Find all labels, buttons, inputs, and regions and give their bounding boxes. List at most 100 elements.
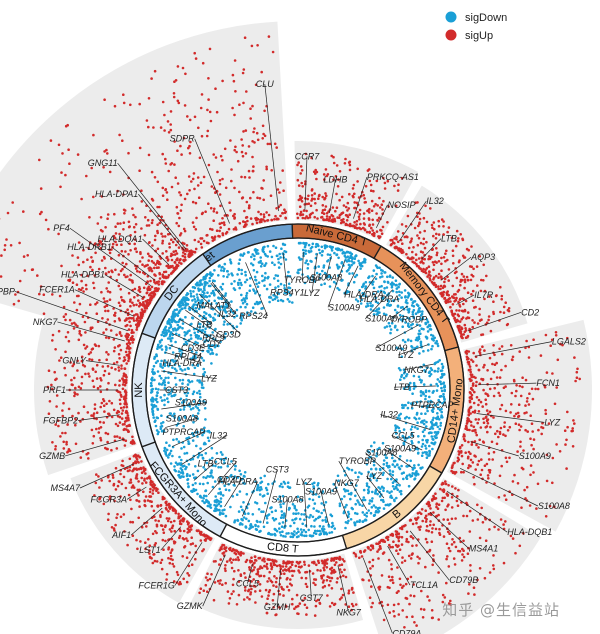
point-sigup [323, 178, 326, 181]
point-sigup [99, 405, 102, 409]
point-sigup [259, 212, 263, 216]
point-sigdown [407, 484, 411, 488]
point-sigup [477, 446, 480, 449]
point-sigdown [404, 403, 407, 407]
point-sigup [380, 600, 384, 604]
point-sigdown [427, 371, 431, 375]
point-sigup [307, 564, 311, 567]
point-sigdown [362, 496, 366, 499]
point-sigdown [177, 470, 181, 473]
point-sigup [312, 581, 315, 585]
point-sigup [145, 119, 149, 122]
point-sigup [508, 425, 512, 429]
point-sigdown [402, 368, 406, 372]
point-sigup [40, 210, 43, 214]
point-sigup [136, 460, 139, 464]
point-sigdown [245, 492, 249, 496]
point-sigup [62, 440, 65, 444]
point-sigup [76, 369, 79, 372]
point-sigup [315, 170, 319, 174]
point-sigup [64, 173, 67, 177]
point-sigup [202, 175, 206, 179]
point-sigdown [352, 261, 356, 264]
point-sigup [398, 577, 402, 581]
point-sigup [462, 275, 466, 278]
point-sigdown [428, 450, 432, 453]
point-sigdown [239, 316, 243, 319]
point-sigup [171, 264, 174, 268]
point-sigup [469, 395, 473, 399]
point-sigup [157, 519, 160, 523]
point-sigup [509, 411, 512, 414]
point-sigdown [420, 312, 424, 316]
point-sigup [137, 480, 140, 483]
point-sigup [215, 229, 219, 232]
point-sigdown [380, 272, 383, 275]
point-sigdown [235, 493, 239, 497]
point-sigdown [410, 425, 414, 429]
point-sigup [435, 505, 438, 509]
point-sigdown [411, 402, 415, 405]
point-sigup [492, 450, 496, 454]
point-sigdown [347, 510, 350, 514]
point-sigup [102, 421, 105, 424]
point-sigdown [400, 291, 404, 294]
point-sigup [387, 558, 391, 562]
point-sigup [343, 162, 347, 165]
point-sigdown [322, 266, 326, 269]
point-sigdown [283, 287, 286, 290]
point-sigdown [421, 442, 425, 446]
point-sigup [253, 566, 256, 569]
point-sigup [518, 384, 522, 388]
point-sigdown [250, 255, 253, 259]
point-sigup [332, 155, 335, 159]
point-sigup [219, 558, 222, 561]
point-sigup [321, 581, 325, 584]
point-sigup [177, 224, 181, 228]
point-sigdown [247, 313, 251, 317]
point-sigup [138, 146, 142, 150]
point-sigup [64, 318, 67, 322]
point-sigup [262, 213, 266, 216]
point-sigdown [431, 447, 434, 451]
point-sigup [487, 318, 490, 322]
point-sigdown [286, 274, 290, 278]
point-sigup [206, 108, 209, 112]
point-sigdown [410, 439, 414, 443]
point-sigup [341, 558, 345, 561]
point-sigup [453, 316, 457, 320]
point-sigdown [434, 431, 438, 434]
point-sigdown [417, 307, 421, 310]
point-sigup [380, 232, 384, 235]
point-sigup [307, 202, 311, 205]
point-sigup [266, 580, 269, 583]
point-sigup [367, 546, 370, 549]
point-sigup [190, 536, 193, 539]
point-sigdown [200, 356, 204, 360]
point-sigdown [194, 465, 197, 468]
point-sigdown [365, 484, 369, 488]
point-sigup [411, 615, 414, 618]
point-sigup [500, 297, 504, 301]
point-sigup [448, 549, 452, 553]
point-sigup [97, 344, 101, 348]
point-sigdown [386, 281, 390, 284]
point-sigup [422, 216, 426, 220]
point-sigup [213, 238, 216, 241]
point-sigdown [374, 492, 377, 495]
point-sigdown [371, 283, 375, 286]
point-sigup [408, 602, 411, 606]
point-sigup [173, 519, 176, 523]
point-sigup [456, 239, 460, 243]
point-sigup [455, 229, 459, 233]
point-sigup [204, 210, 207, 213]
point-sigup [391, 545, 395, 549]
point-sigdown [393, 308, 397, 312]
point-sigup [522, 449, 525, 452]
point-sigup [273, 575, 276, 578]
point-sigdown [421, 317, 425, 320]
point-sigup [529, 414, 532, 418]
point-sigup [390, 567, 394, 571]
point-sigup [225, 560, 229, 563]
point-sigup [412, 594, 416, 598]
